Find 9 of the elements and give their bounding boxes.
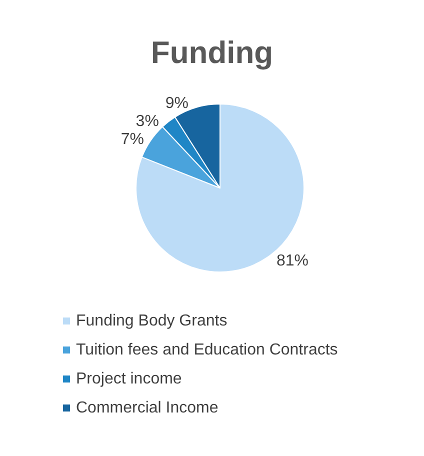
data-label: 9%: [165, 94, 188, 112]
legend-label: Tuition fees and Education Contracts: [76, 342, 338, 358]
chart-title: Funding: [150, 35, 274, 70]
data-label: 3%: [136, 112, 159, 130]
legend-label: Project income: [76, 370, 182, 388]
legend-label: Commercial Income: [76, 400, 218, 416]
data-label: 81%: [276, 252, 308, 270]
legend-label: Funding Body Grants: [76, 312, 228, 330]
data-label: 7%: [120, 130, 144, 148]
